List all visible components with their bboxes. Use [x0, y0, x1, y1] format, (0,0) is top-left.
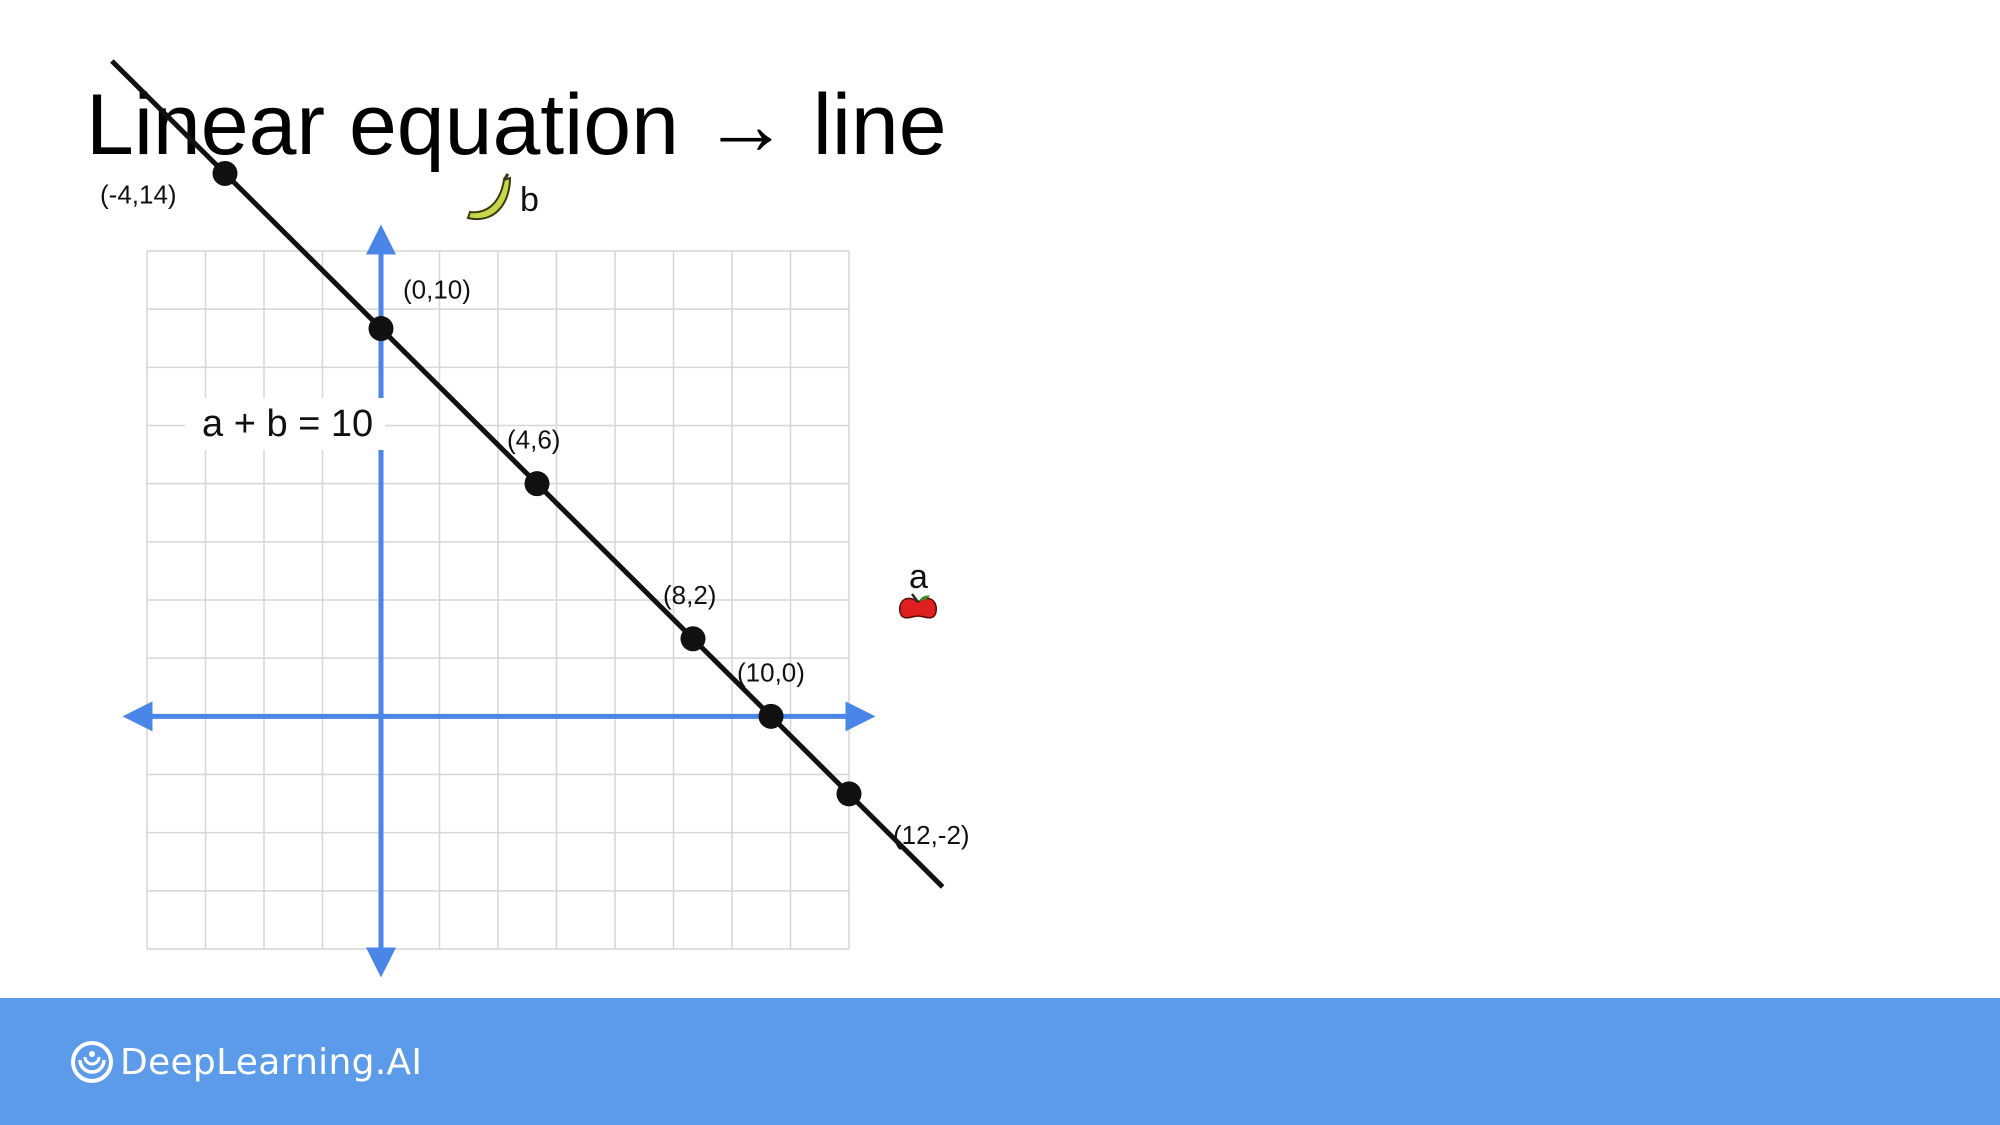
point-label: (12,-2) — [893, 820, 970, 850]
y-axis-label: b — [520, 181, 539, 219]
point-labels: (-4,14) (0,10) (4,6) (8,2) (10,0) (12,-2) — [100, 179, 970, 849]
grid — [146, 250, 850, 950]
point-label: (-4,14) — [100, 179, 177, 209]
point-label: (4,6) — [507, 425, 560, 455]
footer-bar: DeepLearning.AI — [0, 998, 2000, 1125]
axes — [122, 224, 876, 978]
data-points — [212, 160, 862, 807]
data-point — [680, 626, 706, 652]
apple-icon — [899, 593, 937, 619]
point-label: (8,2) — [663, 580, 716, 610]
equation-label: a + b = 10 — [202, 403, 373, 445]
data-point — [758, 703, 784, 729]
point-label: (10,0) — [737, 657, 805, 687]
brand-name: DeepLearning.AI — [120, 1041, 423, 1083]
x-axis-label: a — [909, 558, 928, 596]
equation-line — [110, 59, 945, 889]
data-point — [524, 471, 550, 497]
data-point — [212, 160, 238, 186]
slide-title: Linear equation → line — [86, 77, 947, 173]
linear-equation-plot: (-4,14) (0,10) (4,6) (8,2) (10,0) (12,-2) a +… — [100, 59, 970, 978]
equation-label-bg — [185, 398, 385, 450]
deeplearning-logo-icon — [71, 1041, 113, 1083]
data-point — [836, 781, 862, 807]
equation-line-group — [110, 59, 945, 889]
point-label: (0,10) — [403, 275, 471, 305]
data-point — [368, 316, 394, 342]
banana-icon — [466, 173, 512, 221]
brand: DeepLearning.AI — [70, 1040, 422, 1084]
